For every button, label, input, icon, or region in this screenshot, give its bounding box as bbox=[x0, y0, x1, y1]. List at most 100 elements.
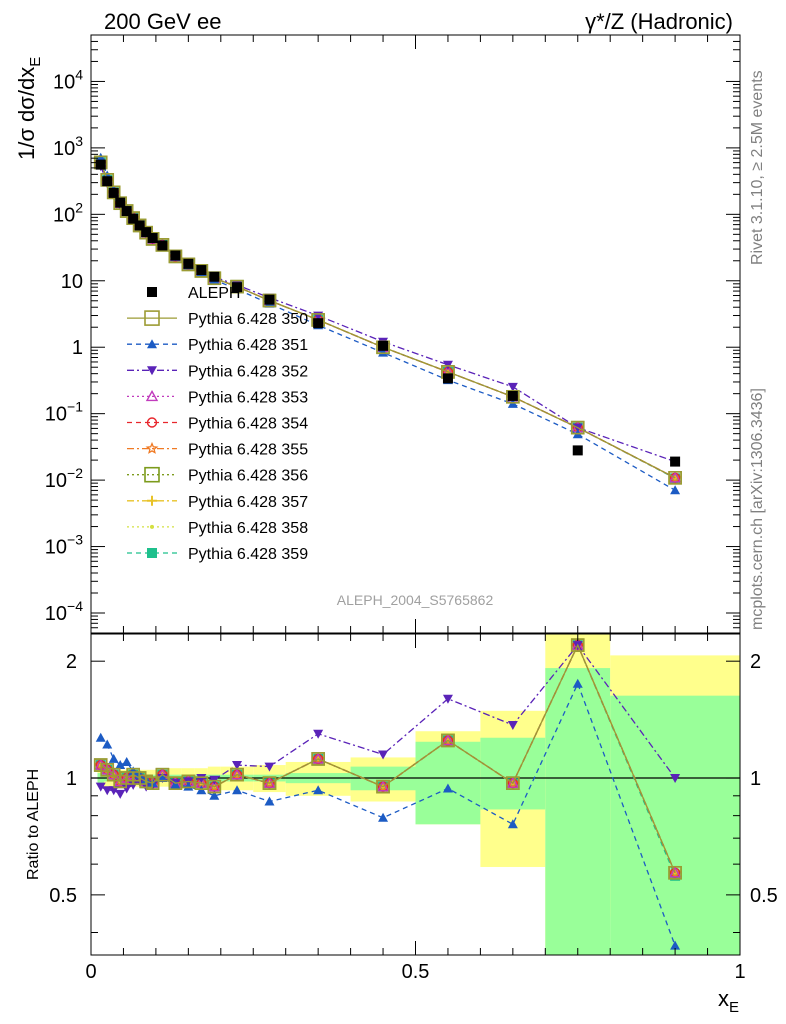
legend-marker bbox=[145, 441, 159, 454]
series-aleph bbox=[95, 159, 681, 467]
legend-label: Pythia 6.428 354 bbox=[188, 416, 308, 433]
aleph-data-point bbox=[507, 390, 518, 401]
legend-label: Pythia 6.428 356 bbox=[188, 468, 308, 485]
y-tick-base: 10 bbox=[45, 404, 67, 426]
ratio-point bbox=[230, 767, 244, 782]
data-point bbox=[194, 264, 209, 278]
legend-marker bbox=[145, 389, 159, 402]
legend-marker bbox=[147, 339, 157, 349]
analysis-tag: ALEPH_2004_S5765862 bbox=[337, 592, 494, 608]
y-tick-label: 1 bbox=[72, 337, 83, 359]
ratio-point bbox=[311, 752, 325, 766]
ratio-point bbox=[102, 739, 113, 749]
x-axis-label-sub: E bbox=[729, 999, 739, 1016]
aleph-data-point bbox=[232, 282, 243, 293]
ratio-point bbox=[170, 779, 181, 789]
ratio-point bbox=[108, 786, 119, 796]
ratio-point bbox=[441, 733, 455, 748]
legend-label: Pythia 6.428 351 bbox=[188, 337, 308, 354]
ratio-y-tick-label-right: 2 bbox=[750, 651, 761, 673]
inner-band-bin bbox=[415, 741, 481, 825]
legend-label: Pythia 6.428 357 bbox=[188, 494, 308, 511]
ratio-point bbox=[232, 785, 243, 795]
aleph-data-point bbox=[147, 233, 158, 244]
legend-entry: Pythia 6.428 356 bbox=[127, 466, 308, 485]
y-tick-label: 10−2 bbox=[45, 465, 83, 492]
ratio-y-tick-label-right: 0.5 bbox=[750, 885, 778, 907]
ratio-y-tick-label: 2 bbox=[66, 651, 77, 673]
x-tick-label: 0 bbox=[85, 961, 96, 983]
legend-marker bbox=[147, 495, 157, 506]
aleph-data-point bbox=[670, 456, 681, 467]
x-tick-label: 0.5 bbox=[402, 961, 430, 983]
aleph-data-point bbox=[170, 250, 181, 261]
ratio-point bbox=[506, 776, 520, 788]
ratio-point bbox=[668, 865, 682, 880]
data-point bbox=[670, 485, 681, 495]
ratio-point bbox=[507, 819, 518, 829]
legend-marker bbox=[144, 310, 160, 326]
legend-entry: Pythia 6.428 354 bbox=[127, 416, 308, 433]
ratio-point bbox=[313, 729, 324, 739]
x-axis-label: xE bbox=[718, 986, 739, 1016]
legend-entry: Pythia 6.428 351 bbox=[127, 337, 308, 354]
legend-entry: ALEPH bbox=[147, 285, 240, 302]
y-tick-label: 10−1 bbox=[45, 399, 83, 426]
ratio-point bbox=[168, 776, 183, 790]
y-tick-base: 10 bbox=[45, 470, 67, 492]
y-tick-exponent: −1 bbox=[67, 399, 83, 415]
header-right: γ*/Z (Hadronic) bbox=[585, 9, 733, 34]
y-tick-exponent: 3 bbox=[75, 133, 83, 149]
aleph-data-point bbox=[378, 340, 389, 351]
legend-entry: Pythia 6.428 358 bbox=[127, 520, 308, 537]
legend-label: Pythia 6.428 359 bbox=[188, 546, 308, 563]
legend-entry: Pythia 6.428 352 bbox=[127, 363, 308, 380]
ratio-point bbox=[157, 773, 168, 783]
data-point bbox=[155, 238, 170, 252]
ratio-point bbox=[155, 767, 170, 782]
aleph-data-point bbox=[442, 373, 453, 384]
ratio-point bbox=[668, 866, 682, 878]
ratio-point bbox=[670, 940, 681, 950]
ratio-point bbox=[262, 776, 277, 790]
inner-band-bin bbox=[480, 737, 546, 810]
legend-marker bbox=[147, 366, 157, 376]
aleph-data-point bbox=[209, 271, 220, 282]
aleph-data-point bbox=[157, 240, 168, 251]
ratio-point bbox=[108, 753, 119, 763]
legend-entry: Pythia 6.428 350 bbox=[127, 310, 308, 328]
aleph-data-point bbox=[196, 265, 207, 276]
ratio-point bbox=[311, 752, 325, 764]
ratio-point bbox=[376, 779, 390, 794]
data-point bbox=[230, 279, 244, 294]
ratio-point bbox=[670, 774, 681, 784]
ratio-y-tick-label: 0.5 bbox=[49, 885, 77, 907]
main-y-axis-label-text: 1/σ dσ/dx bbox=[14, 67, 39, 160]
ratio-point bbox=[207, 779, 222, 794]
data-point bbox=[570, 420, 585, 435]
ratio-point bbox=[95, 782, 106, 792]
ratio-point bbox=[102, 786, 113, 796]
ratio-y-tick-label: 1 bbox=[66, 768, 77, 790]
legend-marker bbox=[150, 524, 154, 529]
y-tick-base: 10 bbox=[53, 71, 75, 93]
y-tick-base: 10 bbox=[45, 603, 67, 625]
ratio-point bbox=[194, 776, 209, 790]
header-left: 200 GeV ee bbox=[104, 9, 221, 34]
ratio-point bbox=[181, 774, 196, 789]
ratio-y-axis-label: Ratio to ALEPH bbox=[25, 769, 42, 880]
ratio-point bbox=[232, 761, 243, 771]
aleph-data-point bbox=[572, 445, 583, 456]
y-tick-label: 104 bbox=[53, 66, 83, 93]
aleph-data-point bbox=[115, 197, 126, 208]
y-tick-label: 10 bbox=[61, 271, 83, 293]
ratio-point bbox=[121, 756, 132, 766]
aleph-data-point bbox=[128, 213, 139, 224]
legend-marker bbox=[147, 287, 157, 297]
data-point bbox=[168, 249, 183, 264]
ratio-point bbox=[507, 720, 518, 730]
y-tick-label: 10−3 bbox=[45, 532, 83, 559]
legend-marker bbox=[144, 466, 160, 483]
legend-marker bbox=[147, 548, 157, 558]
